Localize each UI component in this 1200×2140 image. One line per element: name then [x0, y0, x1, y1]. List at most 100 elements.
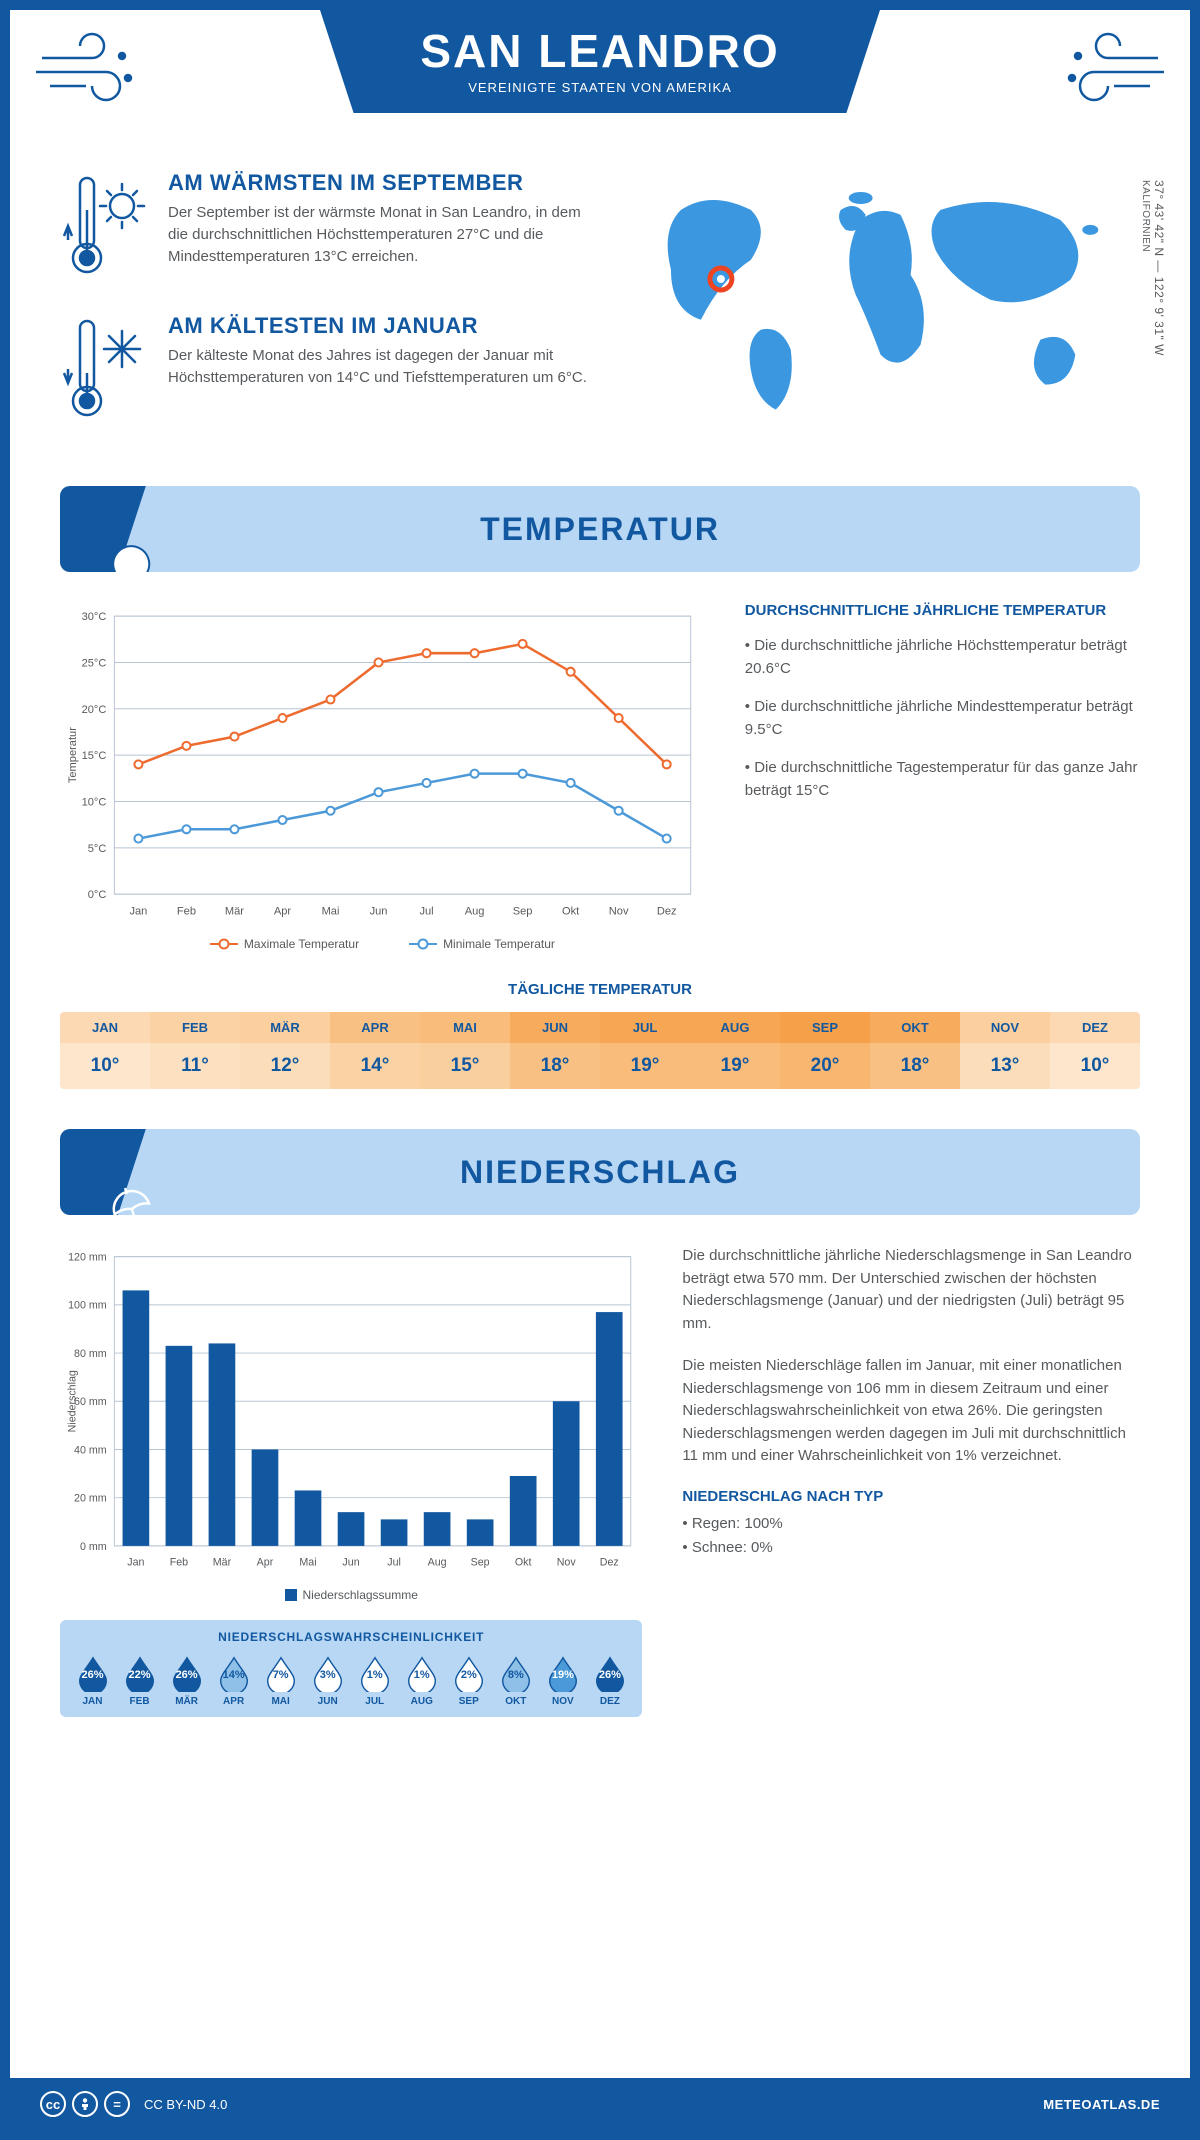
- probability-drops: 26% JAN 22% FEB 26% MÄR 14% APR: [70, 1654, 632, 1707]
- section-title: TEMPERATUR: [480, 511, 720, 548]
- drop-icon: 1%: [356, 1654, 394, 1692]
- fact-coldest: AM KÄLTESTEN IM JANUAR Der kälteste Mona…: [60, 313, 601, 428]
- drop-icon: 3%: [309, 1654, 347, 1692]
- drop-icon: 19%: [544, 1654, 582, 1692]
- drop-month: JAN: [70, 1696, 115, 1707]
- precip-text-column: Die durchschnittliche jährliche Niedersc…: [682, 1245, 1140, 1717]
- drop-month: AUG: [399, 1696, 444, 1707]
- daily-temp-value: 18°: [510, 1043, 600, 1089]
- fact-title: AM KÄLTESTEN IM JANUAR: [168, 313, 601, 339]
- svg-text:80 mm: 80 mm: [74, 1348, 107, 1360]
- daily-month-header: FEB: [150, 1012, 240, 1043]
- drop-icon: 1%: [403, 1654, 441, 1692]
- wind-icon: [32, 28, 142, 113]
- probability-cell: 26% JAN: [70, 1654, 115, 1707]
- probability-cell: 22% FEB: [117, 1654, 162, 1707]
- section-header-precipitation: NIEDERSCHLAG: [60, 1129, 1140, 1215]
- svg-text:120 mm: 120 mm: [68, 1252, 107, 1264]
- page: SAN LEANDRO VEREINIGTE STAATEN VON AMERI…: [0, 0, 1200, 2140]
- svg-text:Mai: Mai: [322, 905, 340, 917]
- drop-percent: 7%: [262, 1654, 300, 1692]
- drop-percent: 26%: [74, 1654, 112, 1692]
- svg-text:0 mm: 0 mm: [80, 1541, 107, 1553]
- svg-text:Dez: Dez: [657, 905, 677, 917]
- header-area: SAN LEANDRO VEREINIGTE STAATEN VON AMERI…: [10, 10, 1190, 170]
- svg-text:Jun: Jun: [342, 1557, 359, 1569]
- legend-label: Maximale Temperatur: [244, 937, 359, 951]
- drop-percent: 1%: [403, 1654, 441, 1692]
- drop-icon: 8%: [497, 1654, 535, 1692]
- drop-month: JUN: [305, 1696, 350, 1707]
- daily-month-header: MAI: [420, 1012, 510, 1043]
- svg-text:Okt: Okt: [515, 1557, 532, 1569]
- precip-paragraph: Die durchschnittliche jährliche Niedersc…: [682, 1245, 1140, 1335]
- daily-temp-value: 10°: [1050, 1043, 1140, 1089]
- daily-month-header: JUL: [600, 1012, 690, 1043]
- probability-cell: 2% SEP: [446, 1654, 491, 1707]
- daily-month-header: MÄR: [240, 1012, 330, 1043]
- probability-cell: 7% MAI: [258, 1654, 303, 1707]
- probability-cell: 3% JUN: [305, 1654, 350, 1707]
- annual-bullet: • Die durchschnittliche jährliche Höchst…: [745, 635, 1140, 680]
- drop-icon: 7%: [262, 1654, 300, 1692]
- svg-text:100 mm: 100 mm: [68, 1300, 107, 1312]
- fact-title: AM WÄRMSTEN IM SEPTEMBER: [168, 170, 601, 196]
- section-header-temperature: TEMPERATUR: [60, 486, 1140, 572]
- chart-legend: Maximale Temperatur Minimale Temperatur: [60, 937, 705, 951]
- fact-text: Der kälteste Monat des Jahres ist dagege…: [168, 345, 601, 389]
- daily-temp-value: 19°: [600, 1043, 690, 1089]
- daily-month-header: AUG: [690, 1012, 780, 1043]
- drop-icon: 22%: [121, 1654, 159, 1692]
- drop-month: FEB: [117, 1696, 162, 1707]
- daily-temp-value: 10°: [60, 1043, 150, 1089]
- svg-text:15°C: 15°C: [82, 750, 107, 762]
- temp-chart-column: 0°C5°C10°C15°C20°C25°C30°CJanFebMärAprMa…: [60, 602, 705, 951]
- page-title: SAN LEANDRO: [380, 24, 820, 78]
- temp-annual-column: DURCHSCHNITTLICHE JÄHRLICHE TEMPERATUR •…: [745, 602, 1140, 951]
- fact-content: AM WÄRMSTEN IM SEPTEMBER Der September i…: [168, 170, 601, 285]
- svg-text:Mai: Mai: [299, 1557, 316, 1569]
- fact-text: Der September ist der wärmste Monat in S…: [168, 202, 601, 267]
- legend-precip: Niederschlagssumme: [285, 1588, 418, 1602]
- coordinates: 37° 43' 42" N — 122° 9' 31" W KALIFORNIE…: [1138, 180, 1166, 356]
- daily-month-header: DEZ: [1050, 1012, 1140, 1043]
- svg-text:Niederschlag: Niederschlag: [67, 1370, 79, 1432]
- thermometer-snow-icon: [60, 313, 150, 428]
- intro-section: AM WÄRMSTEN IM SEPTEMBER Der September i…: [10, 170, 1190, 486]
- drop-icon: 14%: [215, 1654, 253, 1692]
- daily-temp-value: 14°: [330, 1043, 420, 1089]
- nd-icon: =: [104, 2091, 130, 2117]
- annual-bullet: • Die durchschnittliche jährliche Mindes…: [745, 696, 1140, 741]
- daily-temp-value: 12°: [240, 1043, 330, 1089]
- drop-icon: 26%: [591, 1654, 629, 1692]
- drop-month: JUL: [352, 1696, 397, 1707]
- precip-type-item: • Regen: 100%: [682, 1513, 1140, 1536]
- drop-month: NOV: [540, 1696, 585, 1707]
- svg-text:Nov: Nov: [557, 1557, 577, 1569]
- svg-text:Sep: Sep: [471, 1557, 490, 1569]
- fact-content: AM KÄLTESTEN IM JANUAR Der kälteste Mona…: [168, 313, 601, 428]
- drop-percent: 8%: [497, 1654, 535, 1692]
- drop-month: MAI: [258, 1696, 303, 1707]
- page-subtitle: VEREINIGTE STAATEN VON AMERIKA: [380, 80, 820, 95]
- svg-text:Aug: Aug: [428, 1557, 447, 1569]
- region-text: KALIFORNIEN: [1140, 180, 1151, 252]
- legend-label: Minimale Temperatur: [443, 937, 555, 951]
- svg-text:0°C: 0°C: [88, 889, 107, 901]
- precipitation-body: 0 mm20 mm40 mm60 mm80 mm100 mm120 mmJanF…: [10, 1245, 1190, 1747]
- probability-cell: 26% MÄR: [164, 1654, 209, 1707]
- svg-text:Dez: Dez: [600, 1557, 619, 1569]
- drop-percent: 2%: [450, 1654, 488, 1692]
- world-map: [641, 170, 1140, 430]
- drop-month: SEP: [446, 1696, 491, 1707]
- daily-month-header: JUN: [510, 1012, 600, 1043]
- annual-bullet: • Die durchschnittliche Tagestemperatur …: [745, 757, 1140, 802]
- svg-text:20°C: 20°C: [82, 704, 107, 716]
- svg-text:Okt: Okt: [562, 905, 579, 917]
- wind-icon: [1058, 28, 1168, 113]
- drop-percent: 3%: [309, 1654, 347, 1692]
- by-icon: [72, 2091, 98, 2117]
- probability-cell: 14% APR: [211, 1654, 256, 1707]
- drop-month: MÄR: [164, 1696, 209, 1707]
- temperature-line-chart: 0°C5°C10°C15°C20°C25°C30°CJanFebMärAprMa…: [60, 602, 705, 924]
